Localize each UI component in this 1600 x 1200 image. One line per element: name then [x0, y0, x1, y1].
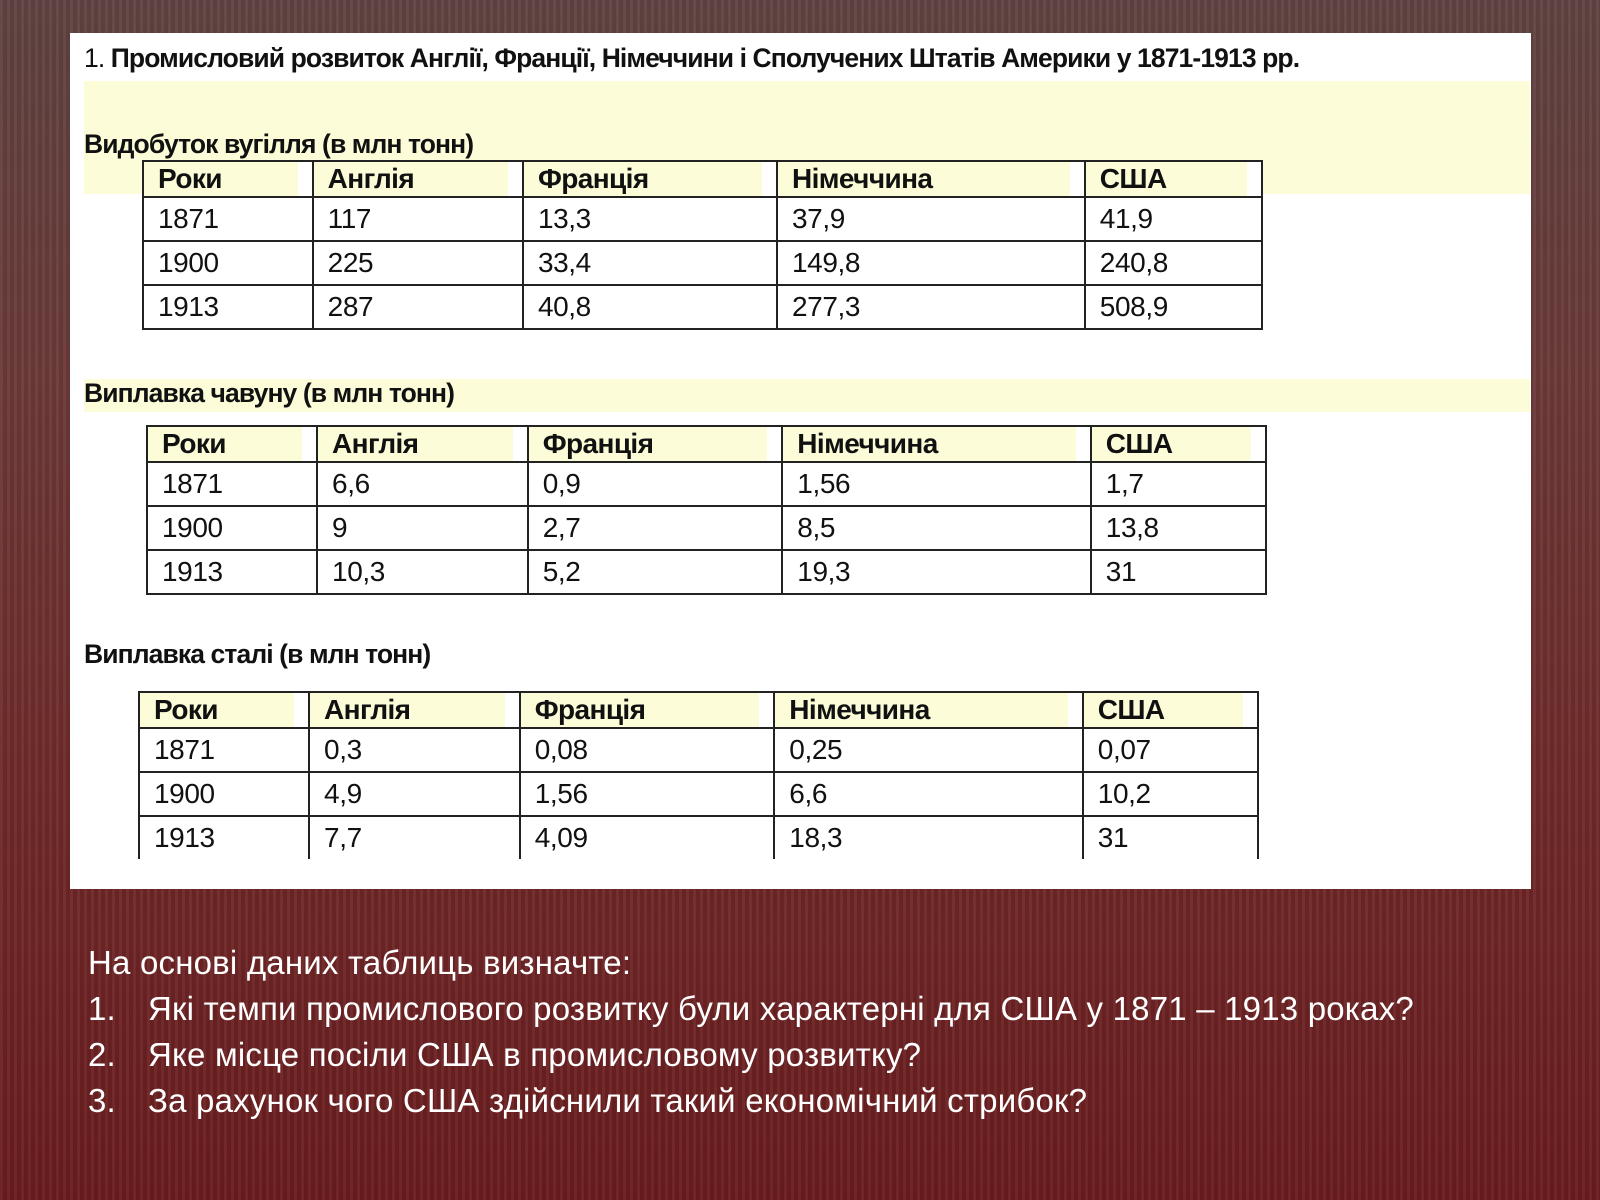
table-cell: 2,7: [526, 505, 784, 551]
column-header: Англія: [316, 425, 529, 463]
table-cell: 10,3: [316, 549, 529, 595]
table-cell: 0,3: [308, 727, 521, 773]
column-header: Англія: [308, 691, 521, 729]
table-cell: 240,8: [1083, 240, 1264, 286]
table-cell: 1,7: [1089, 461, 1268, 507]
table-row: 1900 4,9 1,56 6,6 10,2: [137, 771, 1260, 817]
table-cell: 287: [311, 284, 524, 330]
table-cell: 4,9: [308, 771, 521, 817]
column-header: Роки: [145, 425, 319, 463]
table-cell: 1871: [137, 727, 311, 773]
section-title-pig-iron: Виплавка чавуну (в млн тонн): [84, 378, 455, 408]
task-block: На основі даних таблиць визначте: 1. Які …: [88, 940, 1548, 1124]
table-cell: 8,5: [781, 505, 1092, 551]
question-number: 3.: [88, 1082, 116, 1119]
table-cell: 9: [316, 505, 529, 551]
question-text: Яке місце посіли США в промисловому розв…: [148, 1036, 922, 1073]
table-cell: 1900: [137, 771, 311, 817]
table-cell: 0,9: [526, 461, 784, 507]
table-cell: 10,2: [1081, 771, 1260, 817]
table-cell: 31: [1089, 549, 1268, 595]
table-cell: 37,9: [775, 196, 1086, 242]
table-cell: 1900: [142, 240, 314, 286]
table-cell: 0,07: [1081, 727, 1260, 773]
table-row: 1871 0,3 0,08 0,25 0,07: [137, 727, 1260, 773]
table-row: 1900 9 2,7 8,5 13,8: [145, 505, 1268, 551]
column-header: Німеччина: [773, 691, 1084, 729]
question-item: 3. За рахунок чого США здійснили такий ек…: [88, 1078, 1548, 1124]
column-header: США: [1083, 160, 1264, 198]
table-row: 1871 6,6 0,9 1,56 1,7: [145, 461, 1268, 507]
table-cell: 6,6: [773, 771, 1084, 817]
column-header: США: [1089, 425, 1268, 463]
table-row: 1913 10,3 5,2 19,3 31: [145, 549, 1268, 595]
table-cell: 7,7: [308, 815, 521, 859]
table-cell: 149,8: [775, 240, 1086, 286]
document-sheet: 1. Промисловий розвиток Англії, Франції,…: [70, 33, 1531, 889]
table-row: 1871 117 13,3 37,9 41,9: [142, 196, 1264, 242]
table-cell: 1871: [142, 196, 314, 242]
table-cell: 0,08: [518, 727, 776, 773]
table-row: 1913 7,7 4,09 18,3 31: [137, 815, 1260, 859]
steel-table: Роки Англія Франція Німеччина США 1871 0…: [137, 691, 1260, 859]
section-title-steel: Виплавка сталі (в млн тонн): [84, 639, 431, 669]
title-text: Промисловий розвиток Англії, Франції, Ні…: [110, 43, 1300, 73]
column-header: Німеччина: [781, 425, 1092, 463]
highlight-band: [84, 379, 1530, 412]
table-cell: 6,6: [316, 461, 529, 507]
table-cell: 277,3: [775, 284, 1086, 330]
pig-iron-table: Роки Англія Франція Німеччина США 1871 6…: [145, 425, 1268, 595]
question-number: 1.: [88, 990, 116, 1027]
table-cell: 18,3: [773, 815, 1084, 859]
table-cell: 13,3: [521, 196, 778, 242]
column-header: Англія: [311, 160, 524, 198]
table-row: 1913 287 40,8 277,3 508,9: [142, 284, 1264, 330]
table-cell: 41,9: [1083, 196, 1264, 242]
column-header: США: [1081, 691, 1260, 729]
table-cell: 5,2: [526, 549, 784, 595]
table-cell: 13,8: [1089, 505, 1268, 551]
table-cell: 1,56: [781, 461, 1092, 507]
table-cell: 1871: [145, 461, 319, 507]
page-title: 1. Промисловий розвиток Англії, Франції,…: [84, 43, 1300, 74]
table-header-row: Роки Англія Франція Німеччина США: [137, 691, 1260, 729]
table-cell: 1913: [137, 815, 311, 859]
title-number: 1.: [84, 43, 105, 73]
question-item: 2. Яке місце посіли США в промисловому ро…: [88, 1032, 1548, 1078]
table-cell: 1913: [142, 284, 314, 330]
question-item: 1. Які темпи промислового розвитку були х…: [88, 986, 1548, 1032]
table-cell: 40,8: [521, 284, 778, 330]
table-cell: 0,25: [773, 727, 1084, 773]
column-header: Франція: [521, 160, 778, 198]
task-intro: На основі даних таблиць визначте:: [88, 944, 632, 981]
column-header: Франція: [518, 691, 776, 729]
table-cell: 1913: [145, 549, 319, 595]
table-cell: 1,56: [518, 771, 776, 817]
column-header: Німеччина: [775, 160, 1086, 198]
table-cell: 4,09: [518, 815, 776, 859]
table-cell: 117: [311, 196, 524, 242]
question-text: Які темпи промислового розвитку були хар…: [148, 990, 1414, 1027]
section-title-coal: Видобуток вугілля (в млн тонн): [84, 129, 474, 159]
column-header: Роки: [137, 691, 311, 729]
column-header: Роки: [142, 160, 314, 198]
coal-table: Роки Англія Франція Німеччина США 1871 1…: [142, 160, 1264, 330]
table-cell: 19,3: [781, 549, 1092, 595]
table-cell: 31: [1081, 815, 1260, 859]
table-cell: 1900: [145, 505, 319, 551]
question-number: 2.: [88, 1036, 116, 1073]
question-list: 1. Які темпи промислового розвитку були х…: [88, 986, 1548, 1124]
table-cell: 33,4: [521, 240, 778, 286]
question-text: За рахунок чого США здійснили такий екон…: [148, 1082, 1088, 1119]
table-row: 1900 225 33,4 149,8 240,8: [142, 240, 1264, 286]
table-header-row: Роки Англія Франція Німеччина США: [145, 425, 1268, 463]
column-header: Франція: [526, 425, 784, 463]
table-cell: 508,9: [1083, 284, 1264, 330]
table-header-row: Роки Англія Франція Німеччина США: [142, 160, 1264, 198]
table-cell: 225: [311, 240, 524, 286]
